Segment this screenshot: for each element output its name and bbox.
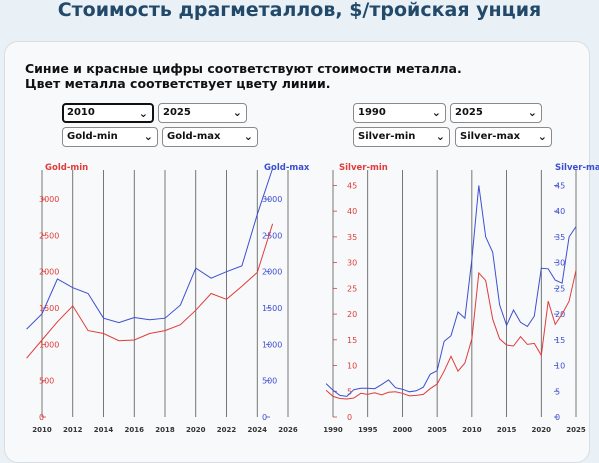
gold-left-y-tick-label: 500 [39, 377, 54, 386]
description-line-1: Синие и красные цифры соответствуют стои… [25, 61, 462, 76]
silver-x-tick-label: 2005 [427, 426, 447, 434]
gold-left-axis-label: Gold-min [45, 163, 88, 173]
gold-year-to-value: 2025 [163, 107, 191, 118]
silver-right-series-select[interactable]: Silver-max ⌄ [455, 127, 552, 147]
chevron-down-icon: ⌄ [527, 106, 537, 119]
silver-left-y-tick-label: 5 [347, 387, 352, 396]
silver-left-y-tick-label: 25 [347, 284, 357, 293]
gold-x-tick-label: 2012 [63, 426, 83, 434]
description: Синие и красные цифры соответствуют стои… [25, 61, 585, 91]
silver-right-y-tick-label: 30 [555, 259, 565, 268]
silver-silver-min-line [325, 270, 577, 400]
gold-left-y-tick-label: 2000 [39, 268, 59, 277]
silver-left-y-tick-label: 30 [347, 259, 357, 268]
gold-x-tick-label: 2026 [278, 426, 298, 434]
gold-left-y-tick-label: 3000 [39, 195, 59, 204]
gold-x-tick-label: 2024 [248, 426, 268, 434]
page-title: Стоимость драгметаллов, $/тройская унция [57, 0, 542, 21]
silver-left-y-tick-label: 0 [347, 413, 352, 422]
silver-silver-max-line [325, 185, 577, 397]
silver-left-y-tick-label: 10 [347, 362, 357, 371]
silver-x-tick-label: 2015 [497, 426, 517, 434]
gold-x-tick-label: 2022 [217, 426, 237, 434]
silver-right-y-tick-label: 5 [555, 387, 560, 396]
gold-left-y-tick-label: 1000 [39, 340, 59, 349]
gold-right-series-value: Gold-max [167, 131, 221, 142]
gold-right-y-tick-label: 3000 [262, 195, 282, 204]
silver-year-from-value: 1990 [358, 107, 386, 118]
gold-right-y-tick-label: 500 [262, 377, 277, 386]
silver-x-tick-label: 2000 [393, 426, 413, 434]
chevron-down-icon: ⌄ [143, 130, 153, 143]
gold-x-tick-label: 2020 [186, 426, 206, 434]
gold-left-series-value: Gold-min [67, 131, 118, 142]
silver-right-y-tick-label: 0 [555, 413, 560, 422]
silver-right-y-tick-label: 10 [555, 362, 565, 371]
silver-right-y-tick-label: 40 [555, 207, 565, 216]
gold-gold-min-line [26, 223, 274, 359]
gold-right-y-tick-label: 1000 [262, 340, 282, 349]
gold-right-y-tick-label: 2500 [262, 231, 282, 240]
gold-left-series-select[interactable]: Gold-min ⌄ [62, 127, 158, 147]
chevron-down-icon: ⌄ [537, 130, 547, 143]
gold-left-y-tick-label: 0 [39, 413, 44, 422]
silver-left-y-tick-label: 45 [347, 181, 357, 190]
gold-right-series-select[interactable]: Gold-max ⌄ [162, 127, 258, 147]
chevron-down-icon: ⌄ [431, 106, 441, 119]
silver-right-y-tick-label: 45 [555, 181, 565, 190]
gold-right-y-tick-label: 2000 [262, 268, 282, 277]
silver-year-from-select[interactable]: 1990 ⌄ [353, 103, 446, 123]
chevron-down-icon: ⌄ [435, 130, 445, 143]
silver-right-axis-label: Silver-max [555, 163, 599, 173]
silver-left-y-tick-label: 20 [347, 310, 357, 319]
silver-left-y-tick-label: 40 [347, 207, 357, 216]
description-line-2: Цвет металла соответствует цвету линии. [25, 76, 331, 91]
silver-x-tick-label: 2020 [532, 426, 552, 434]
silver-right-y-tick-label: 35 [555, 233, 565, 242]
silver-right-series-value: Silver-max [460, 131, 521, 142]
gold-right-axis-label: Gold-max [264, 163, 310, 173]
silver-left-series-value: Silver-min [358, 131, 416, 142]
silver-x-tick-label: 2010 [462, 426, 482, 434]
gold-year-to-select[interactable]: 2025 ⌄ [158, 103, 247, 123]
gold-x-tick-label: 2014 [94, 426, 114, 434]
gold-right-y-tick-label: 1500 [262, 304, 282, 313]
chevron-down-icon: ⌄ [243, 130, 253, 143]
silver-left-series-select[interactable]: Silver-min ⌄ [353, 127, 450, 147]
silver-year-to-value: 2025 [455, 107, 483, 118]
silver-right-y-tick-label: 15 [555, 336, 565, 345]
chevron-down-icon: ⌄ [232, 106, 242, 119]
gold-left-y-tick-label: 1500 [39, 304, 59, 313]
silver-left-axis-label: Silver-min [339, 163, 388, 173]
silver-left-y-tick-label: 35 [347, 233, 357, 242]
silver-x-tick-label: 1990 [323, 426, 343, 434]
gold-gold-max-line [26, 168, 274, 330]
gold-x-tick-label: 2010 [32, 426, 52, 434]
gold-right-y-tick-label: 0 [262, 413, 267, 422]
gold-year-from-select[interactable]: 2010 ⌄ [62, 103, 154, 123]
silver-left-y-tick-label: 15 [347, 336, 357, 345]
gold-year-from-value: 2010 [67, 107, 95, 118]
gold-x-tick-label: 2016 [125, 426, 145, 434]
silver-x-tick-label: 1995 [358, 426, 378, 434]
chevron-down-icon: ⌄ [138, 107, 148, 120]
gold-x-tick-label: 2018 [155, 426, 175, 434]
silver-right-y-tick-label: 20 [555, 310, 565, 319]
silver-year-to-select[interactable]: 2025 ⌄ [450, 103, 542, 123]
gold-left-y-tick-label: 2500 [39, 231, 59, 240]
silver-x-tick-label: 2025 [566, 426, 586, 434]
silver-right-y-tick-label: 25 [555, 284, 565, 293]
